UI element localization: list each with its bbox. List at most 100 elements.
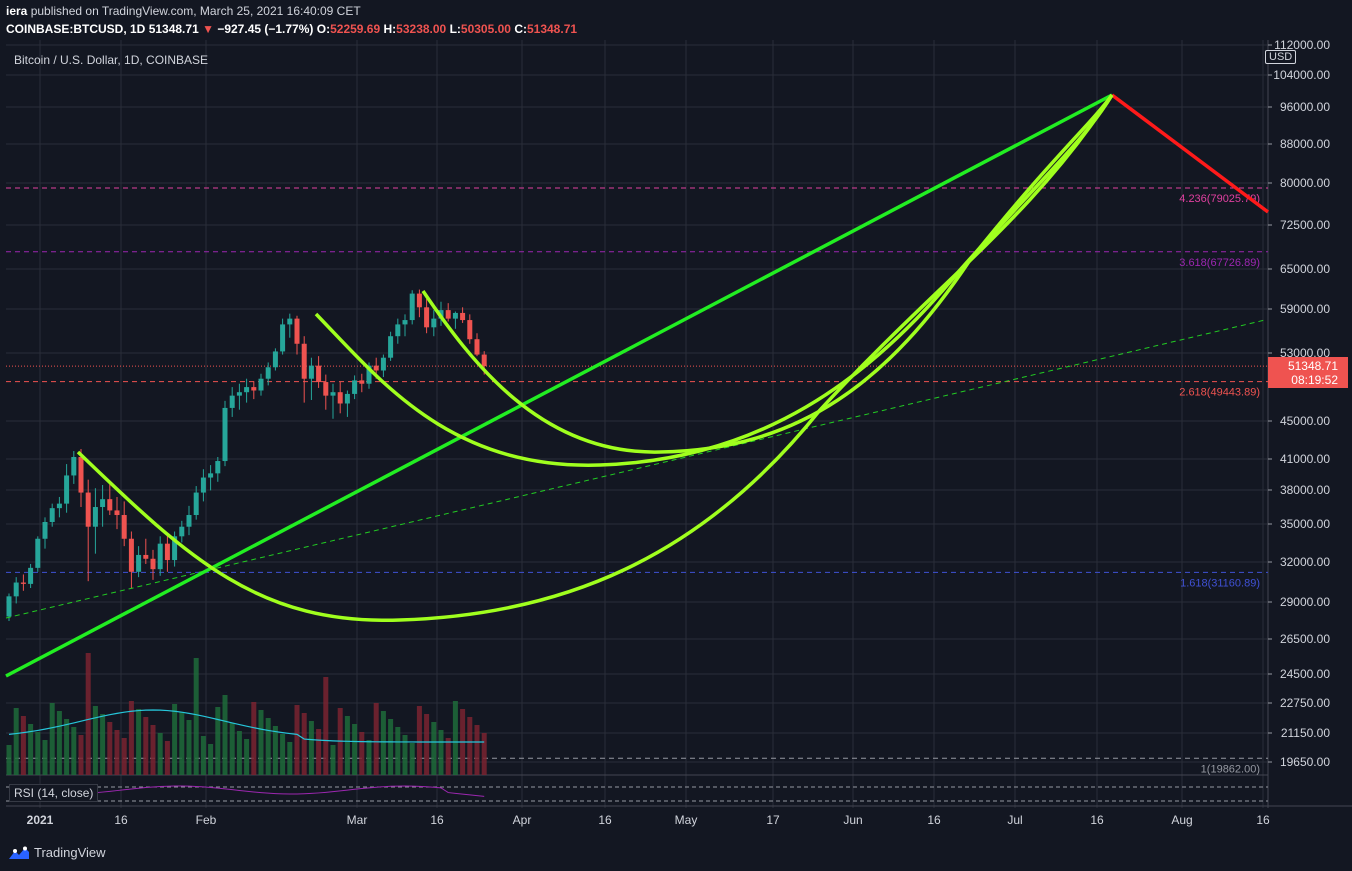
- high-value: 53238.00: [396, 22, 447, 36]
- volume-bar: [445, 738, 451, 775]
- volume-bar: [143, 717, 149, 775]
- price-axis-label: 59000.00: [1280, 302, 1330, 316]
- candle-body: [301, 343, 307, 379]
- price-axis-label: 96000.00: [1280, 100, 1330, 114]
- candle-body: [409, 293, 415, 321]
- candle-body: [337, 392, 343, 404]
- open-value: 52259.69: [330, 22, 381, 36]
- time-axis-label: 16: [598, 813, 612, 827]
- volume-bar: [164, 741, 170, 775]
- volume-bar: [56, 711, 62, 775]
- candle-body: [323, 382, 329, 396]
- volume-bar: [42, 740, 48, 775]
- candle-body: [474, 339, 480, 355]
- brand-name: TradingView: [34, 845, 106, 860]
- volume-bar: [452, 701, 458, 775]
- volume-bar: [265, 718, 271, 775]
- candle-body: [128, 538, 134, 572]
- footer-brand[interactable]: TradingView: [8, 845, 106, 860]
- time-axis-label: 16: [1090, 813, 1104, 827]
- candle-body: [388, 336, 394, 358]
- volume-bar: [121, 738, 127, 775]
- volume-bar: [373, 703, 379, 775]
- time-axis-label: 16: [927, 813, 941, 827]
- volume-bar: [179, 712, 185, 775]
- candle-body: [272, 351, 278, 368]
- fib-level-label: 4.236(79025.79): [1179, 193, 1260, 205]
- volume-bar: [344, 716, 350, 775]
- candle-body: [136, 554, 142, 572]
- candle-body: [42, 521, 48, 539]
- candle-body: [64, 475, 70, 504]
- current-price-tag: 51348.71 08:19:52: [1268, 357, 1348, 388]
- low-label: L:: [449, 22, 461, 36]
- time-axis-label: 2021: [27, 813, 54, 827]
- volume-bar: [301, 713, 307, 775]
- volume-bar: [128, 701, 134, 775]
- volume-bar: [388, 719, 394, 775]
- candle-body: [244, 387, 250, 393]
- author-name[interactable]: iera: [6, 4, 28, 18]
- volume-bar: [244, 739, 250, 775]
- volume-bar: [272, 726, 278, 775]
- volume-bar: [208, 744, 214, 775]
- candle-body: [193, 492, 199, 516]
- price-axis-label: 32000.00: [1280, 555, 1330, 569]
- candle-body: [380, 357, 386, 371]
- candle-body: [308, 365, 314, 379]
- volume-bar: [438, 730, 444, 775]
- rsi-indicator-label[interactable]: RSI (14, close): [9, 784, 99, 802]
- volume-bar: [294, 705, 300, 775]
- ohlc-legend: COINBASE:BTCUSD, 1D 51348.71 ▼ −927.45 (…: [6, 22, 577, 36]
- volume-bar: [13, 708, 19, 775]
- candle-body: [229, 395, 235, 408]
- candle-body: [78, 456, 84, 493]
- volume-bar: [222, 695, 228, 775]
- price-axis-label: 38000.00: [1280, 483, 1330, 497]
- candle-body: [344, 393, 350, 404]
- candle-body: [280, 324, 286, 352]
- price-axis-label: 104000.00: [1273, 68, 1330, 82]
- volume-bar: [366, 740, 372, 775]
- tradingview-logo-icon: [9, 846, 29, 859]
- candle-body: [452, 312, 458, 319]
- open-label: O:: [316, 22, 331, 36]
- fib-level-label: 1.618(31160.89): [1180, 577, 1260, 589]
- candle-body: [35, 538, 41, 568]
- candle-body: [172, 536, 178, 561]
- candle-body: [121, 515, 127, 539]
- price-axis-label: 88000.00: [1280, 137, 1330, 151]
- candle-body: [164, 543, 170, 561]
- volume-bar: [200, 736, 206, 775]
- candle-body: [20, 582, 26, 584]
- fib-level-label: 1(19862.00): [1201, 763, 1260, 775]
- chart-title: Bitcoin / U.S. Dollar, 1D, COINBASE: [14, 53, 209, 67]
- arc-cup-2: [314, 94, 1114, 467]
- volume-bar: [229, 723, 235, 775]
- volume-bar: [71, 727, 77, 775]
- candle-body: [150, 558, 156, 570]
- volume-ma-line: [8, 709, 485, 743]
- candle-body: [416, 293, 422, 308]
- candle-body: [200, 477, 206, 493]
- price-axis-label: 41000.00: [1280, 452, 1330, 466]
- volume-bar: [380, 711, 386, 775]
- candle-body: [481, 354, 487, 367]
- candle-body: [366, 365, 372, 384]
- candle-body: [251, 387, 257, 391]
- volume-bar: [416, 706, 422, 775]
- volume-bar: [20, 716, 26, 775]
- volume-bar: [64, 719, 70, 775]
- volume-bar: [157, 733, 163, 775]
- currency-selector[interactable]: USD: [1265, 50, 1297, 64]
- time-axis-label: Apr: [513, 813, 532, 827]
- time-axis-label: Feb: [196, 813, 217, 827]
- candle-body: [352, 380, 358, 394]
- volume-bar: [258, 710, 264, 775]
- candle-body: [460, 312, 466, 321]
- candle-body: [258, 378, 264, 391]
- price-axis-label: 53000.00: [1280, 346, 1330, 360]
- volume-bar: [424, 714, 430, 775]
- volume-bar: [330, 745, 336, 775]
